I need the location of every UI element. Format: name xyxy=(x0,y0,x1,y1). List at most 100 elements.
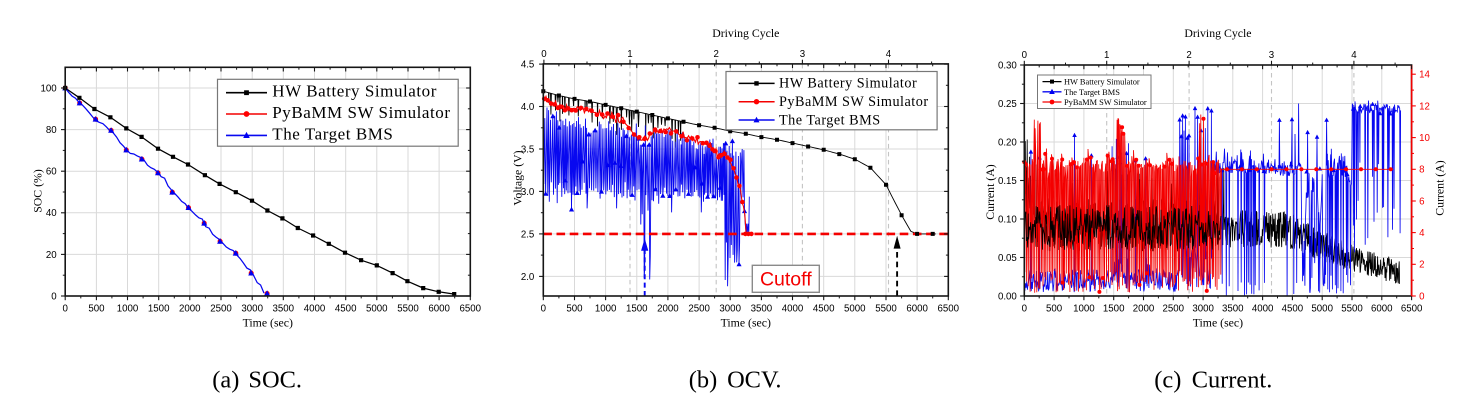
svg-text:3000: 3000 xyxy=(241,304,263,315)
svg-text:Voltage (V): Voltage (V) xyxy=(511,150,525,205)
svg-text:1: 1 xyxy=(627,49,632,60)
svg-text:0.05: 0.05 xyxy=(998,253,1017,264)
svg-text:0.25: 0.25 xyxy=(998,99,1017,110)
svg-text:1: 1 xyxy=(1104,50,1109,61)
svg-text:PyBaMM SW Simulator: PyBaMM SW Simulator xyxy=(272,103,450,122)
svg-text:5000: 5000 xyxy=(1311,304,1333,315)
svg-text:OCV.: OCV. xyxy=(727,367,781,394)
svg-text:SOC.: SOC. xyxy=(248,367,302,394)
svg-text:Current (A): Current (A) xyxy=(983,164,997,219)
svg-text:Time (sec): Time (sec) xyxy=(721,316,771,330)
svg-text:The Target BMS: The Target BMS xyxy=(1064,88,1120,97)
svg-text:0.10: 0.10 xyxy=(998,214,1017,225)
svg-text:0: 0 xyxy=(1022,50,1028,61)
svg-text:0: 0 xyxy=(1022,304,1028,315)
svg-text:HW Battery Simulator: HW Battery Simulator xyxy=(272,82,437,101)
svg-text:3: 3 xyxy=(1269,50,1274,61)
svg-text:Time (sec): Time (sec) xyxy=(1193,316,1243,330)
svg-text:80: 80 xyxy=(46,125,57,136)
svg-text:The Target BMS: The Target BMS xyxy=(272,124,393,143)
svg-text:6: 6 xyxy=(1419,196,1424,207)
svg-text:1500: 1500 xyxy=(1103,304,1125,315)
svg-text:4500: 4500 xyxy=(335,304,357,315)
svg-text:2.0: 2.0 xyxy=(521,272,535,283)
svg-text:4500: 4500 xyxy=(813,304,835,315)
svg-text:5000: 5000 xyxy=(366,304,388,315)
svg-text:8: 8 xyxy=(1419,165,1424,176)
svg-text:10: 10 xyxy=(1419,133,1430,144)
svg-text:14: 14 xyxy=(1419,70,1430,81)
svg-text:4000: 4000 xyxy=(782,304,804,315)
svg-text:2000: 2000 xyxy=(179,304,201,315)
svg-text:100: 100 xyxy=(41,83,58,94)
svg-text:4000: 4000 xyxy=(304,304,326,315)
svg-text:2.5: 2.5 xyxy=(521,229,534,240)
svg-text:5500: 5500 xyxy=(397,304,419,315)
svg-text:SOC (%): SOC (%) xyxy=(31,169,45,213)
svg-text:3.5: 3.5 xyxy=(521,144,534,155)
svg-text:(a): (a) xyxy=(212,367,239,394)
svg-text:Driving Cycle: Driving Cycle xyxy=(1184,26,1251,40)
svg-text:6500: 6500 xyxy=(460,304,482,315)
svg-text:0.00: 0.00 xyxy=(998,291,1017,302)
svg-text:(c): (c) xyxy=(1154,367,1181,394)
svg-text:0.15: 0.15 xyxy=(998,176,1017,187)
svg-text:2: 2 xyxy=(1419,260,1424,271)
svg-text:0: 0 xyxy=(63,304,69,315)
svg-text:6500: 6500 xyxy=(1401,304,1423,315)
svg-text:4500: 4500 xyxy=(1282,304,1304,315)
svg-text:The Target BMS: The Target BMS xyxy=(779,112,881,128)
svg-text:2500: 2500 xyxy=(210,304,232,315)
svg-text:20: 20 xyxy=(46,250,57,261)
svg-text:1000: 1000 xyxy=(117,304,139,315)
svg-text:2500: 2500 xyxy=(1163,304,1185,315)
svg-text:6500: 6500 xyxy=(938,304,960,315)
svg-text:0: 0 xyxy=(541,304,547,315)
svg-text:12: 12 xyxy=(1419,101,1430,112)
svg-text:1000: 1000 xyxy=(595,304,617,315)
svg-text:6000: 6000 xyxy=(906,304,928,315)
svg-text:Current (A): Current (A) xyxy=(1432,160,1446,215)
svg-text:4: 4 xyxy=(1419,228,1425,239)
svg-text:40: 40 xyxy=(46,208,57,219)
svg-text:2000: 2000 xyxy=(1133,304,1155,315)
svg-text:3000: 3000 xyxy=(719,304,741,315)
svg-text:3500: 3500 xyxy=(751,304,773,315)
svg-text:5500: 5500 xyxy=(875,304,897,315)
svg-text:Driving Cycle: Driving Cycle xyxy=(712,26,779,40)
svg-text:HW Battery Simulator: HW Battery Simulator xyxy=(1064,78,1140,87)
svg-text:3500: 3500 xyxy=(273,304,295,315)
svg-text:0: 0 xyxy=(541,49,547,60)
svg-text:4.0: 4.0 xyxy=(521,102,535,113)
svg-text:5500: 5500 xyxy=(1341,304,1363,315)
svg-text:2: 2 xyxy=(1186,50,1191,61)
svg-text:Current.: Current. xyxy=(1192,367,1273,394)
svg-text:0: 0 xyxy=(1419,291,1425,302)
svg-text:1500: 1500 xyxy=(148,304,170,315)
svg-text:3: 3 xyxy=(800,49,805,60)
svg-text:1000: 1000 xyxy=(1073,304,1095,315)
svg-text:Cutoff: Cutoff xyxy=(760,269,812,291)
svg-text:3500: 3500 xyxy=(1222,304,1244,315)
svg-text:4000: 4000 xyxy=(1252,304,1274,315)
svg-text:500: 500 xyxy=(566,304,583,315)
svg-text:3000: 3000 xyxy=(1192,304,1214,315)
svg-text:4: 4 xyxy=(1351,50,1357,61)
svg-text:6000: 6000 xyxy=(1371,304,1393,315)
svg-text:2: 2 xyxy=(714,49,719,60)
svg-text:PyBaMM SW Simulator: PyBaMM SW Simulator xyxy=(1064,98,1147,107)
svg-text:4.5: 4.5 xyxy=(521,60,534,71)
svg-text:500: 500 xyxy=(88,304,105,315)
svg-text:0.30: 0.30 xyxy=(998,60,1017,71)
svg-text:500: 500 xyxy=(1046,304,1063,315)
svg-text:5000: 5000 xyxy=(844,304,866,315)
svg-text:4: 4 xyxy=(886,49,892,60)
svg-text:(b): (b) xyxy=(689,367,717,394)
svg-text:6000: 6000 xyxy=(428,304,450,315)
svg-text:2000: 2000 xyxy=(657,304,679,315)
svg-text:60: 60 xyxy=(46,167,57,178)
svg-text:2500: 2500 xyxy=(688,304,710,315)
svg-text:1500: 1500 xyxy=(626,304,648,315)
svg-text:3.0: 3.0 xyxy=(521,187,535,198)
svg-text:Time (sec): Time (sec) xyxy=(243,316,293,330)
